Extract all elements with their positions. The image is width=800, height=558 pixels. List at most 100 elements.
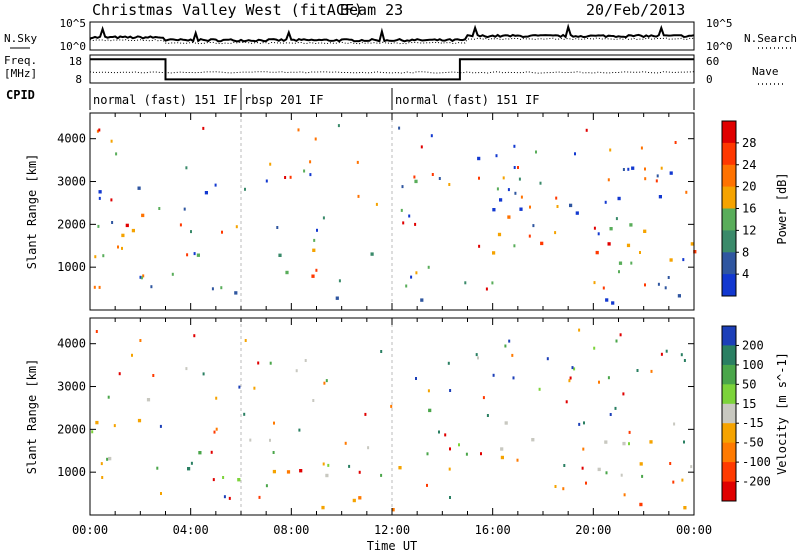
velocity-colorbar-label: Velocity [m s^-1] xyxy=(775,352,789,475)
y-tick-label: 1000 xyxy=(57,260,86,274)
scatter-cell xyxy=(303,169,306,173)
scatter-cell xyxy=(272,451,275,454)
scatter-cell xyxy=(193,252,196,256)
scatter-cell xyxy=(113,424,116,428)
range-gate-cell xyxy=(398,466,402,470)
scatter-cell xyxy=(669,462,672,465)
range-gate-cell xyxy=(575,211,579,215)
scatter-cell xyxy=(607,178,610,182)
scatter-cell xyxy=(619,333,622,337)
scatter-cell xyxy=(597,232,600,236)
time-tick-label: 00:00 xyxy=(72,523,108,537)
scatter-cell xyxy=(171,272,174,276)
scatter-cell xyxy=(556,205,559,208)
range-gate-cell xyxy=(325,473,329,478)
colorbar-swatch xyxy=(722,186,736,209)
time-tick-label: 04:00 xyxy=(173,523,209,537)
scatter-cell xyxy=(212,478,215,482)
scatter-cell xyxy=(622,168,625,171)
range-gate-cell xyxy=(504,421,508,425)
range-gate-cell xyxy=(519,207,523,211)
scatter-cell xyxy=(158,207,161,210)
scatter-cell xyxy=(139,275,142,279)
scatter-cell xyxy=(667,276,670,279)
y-tick-label: 3000 xyxy=(57,380,86,394)
scatter-cell xyxy=(94,255,97,259)
velocity-colorbar: 200 100 50 15 -15 -50 -100 -200 xyxy=(721,325,771,502)
scatter-cell xyxy=(96,129,99,133)
scatter-cell xyxy=(655,179,658,183)
scatter-cell xyxy=(682,258,685,262)
scatter-cell xyxy=(614,406,617,410)
range-gate-cell xyxy=(499,198,503,202)
colorbar-tick-label: 100 xyxy=(742,358,764,372)
scatter-cell xyxy=(605,471,608,475)
scatter-cell xyxy=(438,430,440,434)
scatter-cell xyxy=(223,495,226,499)
scatter-cell xyxy=(121,246,123,250)
scatter-cell xyxy=(554,485,557,488)
range-gate-cell xyxy=(500,455,504,460)
scatter-cell xyxy=(284,176,287,179)
scatter-cell xyxy=(513,144,516,148)
scatter-cell xyxy=(513,244,516,248)
scatter-cell xyxy=(102,254,105,258)
scatter-cell xyxy=(449,447,451,451)
range-gate-cell xyxy=(540,241,544,246)
scatter-cell xyxy=(322,462,325,466)
colorbar-swatch xyxy=(722,442,736,463)
scatter-cell xyxy=(615,217,618,221)
scatter-cell xyxy=(485,287,488,291)
scatter-cell xyxy=(508,339,511,343)
scatter-cell xyxy=(322,216,325,220)
scatter-cell xyxy=(269,361,272,365)
scatter-cell xyxy=(364,412,367,416)
scatter-cell xyxy=(380,473,383,477)
colorbar-tick-label: 50 xyxy=(742,377,756,391)
scatter-cell xyxy=(95,330,98,333)
scatter-cell xyxy=(492,373,495,377)
scatter-cell xyxy=(380,350,383,353)
scatter-cell xyxy=(681,478,684,482)
time-tick-label: 20:00 xyxy=(575,523,611,537)
scatter-cell xyxy=(193,334,196,338)
power-cells xyxy=(93,113,697,310)
colorbar-swatch xyxy=(722,326,736,346)
range-gate-cell xyxy=(497,232,502,237)
power-colorbar: 4 8 12 16 20 24 28 xyxy=(721,120,756,297)
scatter-cell xyxy=(449,389,452,392)
time-axis-label: Time UT xyxy=(367,539,418,553)
scatter-cell xyxy=(628,430,631,434)
scatter-cell xyxy=(593,226,596,230)
colorbar-frame xyxy=(721,325,737,502)
scatter-cell xyxy=(265,484,268,488)
y-tick-label: 4000 xyxy=(57,337,86,351)
scatter-cell xyxy=(276,226,279,229)
cpid-segment-label: rbsp 201 IF xyxy=(244,93,323,107)
range-gate-cell xyxy=(569,203,573,208)
colorbar-swatch xyxy=(722,208,736,231)
time-tick-label: 16:00 xyxy=(475,523,511,537)
cpid-label: CPID xyxy=(6,88,35,102)
scatter-cell xyxy=(337,124,340,128)
scatter-cell xyxy=(427,265,430,269)
scatter-cell xyxy=(244,339,247,342)
range-gate-cell xyxy=(622,441,626,446)
range-gate-cell xyxy=(234,291,238,295)
power-x-ticks xyxy=(89,113,695,310)
scatter-cell xyxy=(627,167,630,171)
scatter-cell xyxy=(568,379,571,383)
scatter-cell xyxy=(618,270,620,274)
velocity-y-axis-label: Slant Range [km] xyxy=(25,359,39,475)
scatter-cell xyxy=(628,442,630,446)
scatter-cell xyxy=(581,466,584,470)
scatter-cell xyxy=(539,181,542,185)
range-gate-cell xyxy=(669,171,673,175)
scatter-cell xyxy=(520,195,523,199)
scatter-cell xyxy=(405,284,408,288)
scatter-cell xyxy=(674,141,677,144)
scatter-cell xyxy=(585,481,587,485)
scatter-cell xyxy=(644,283,646,287)
freq-right-tick-low: 0 xyxy=(706,73,713,86)
scatter-cell xyxy=(298,428,301,432)
